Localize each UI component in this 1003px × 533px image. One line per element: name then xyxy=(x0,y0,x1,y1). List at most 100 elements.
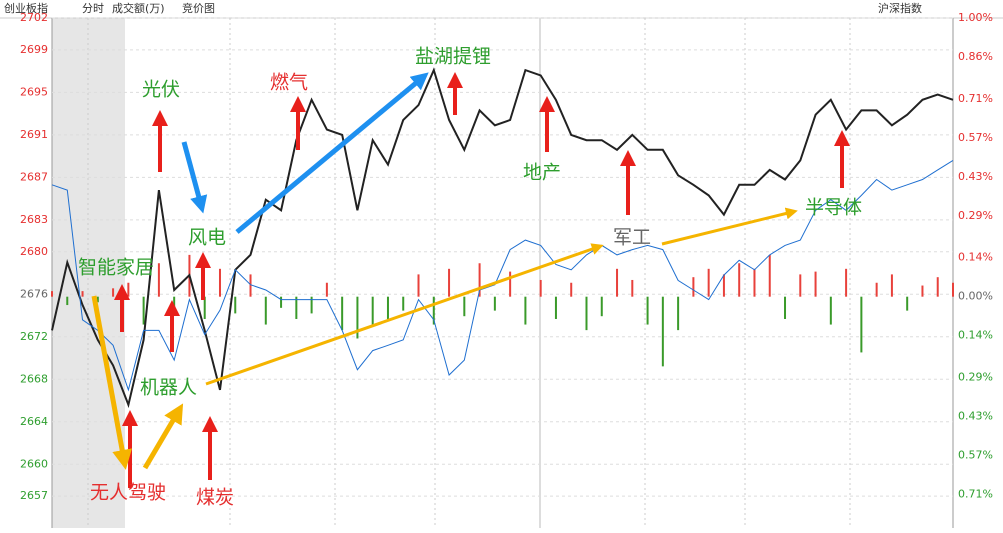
volume-bar xyxy=(753,268,756,297)
volume-bar xyxy=(478,263,481,297)
annotation: 光伏 xyxy=(142,79,180,101)
volume-bar xyxy=(921,285,924,297)
volume-bar xyxy=(600,296,603,317)
volume-bar xyxy=(356,296,359,339)
y2-tick-label: 0.14% xyxy=(958,329,993,342)
y-tick-label: 2668 xyxy=(20,372,48,385)
y-tick-label: 2695 xyxy=(20,85,48,98)
volume-bar xyxy=(96,296,99,303)
y-tick-label: 2702 xyxy=(20,11,48,24)
y2-tick-label: 0.00% xyxy=(958,290,993,303)
volume-bar xyxy=(51,291,53,297)
annotation: 半导体 xyxy=(805,197,862,219)
annotation: 燃气 xyxy=(270,72,308,94)
volume-bar xyxy=(402,296,405,311)
y2-tick-label: 0.29% xyxy=(958,371,993,384)
volume-bar xyxy=(448,268,451,297)
annotation: 风电 xyxy=(188,227,226,249)
volume-bar xyxy=(570,282,573,297)
arrows xyxy=(91,72,850,488)
price-line xyxy=(51,159,954,392)
annotation: 机器人 xyxy=(140,377,197,399)
annotation: 地产 xyxy=(523,162,561,184)
annotation: 无人驾驶 xyxy=(90,482,166,504)
y-tick-label: 2699 xyxy=(20,43,48,56)
volume-bar xyxy=(539,279,542,297)
volume-bar xyxy=(738,263,741,297)
y2-tick-label: 0.57% xyxy=(958,131,993,144)
volume-bar xyxy=(952,282,954,297)
y-tick-label: 2691 xyxy=(20,128,48,141)
volume-bar xyxy=(524,296,527,325)
y-tick-label: 2664 xyxy=(20,415,48,428)
volume-bar xyxy=(677,296,680,331)
y2-tick-label: 1.00% xyxy=(958,11,993,24)
volume-bar xyxy=(784,296,787,319)
volume-bar xyxy=(325,282,328,297)
y2-tick-label: 0.43% xyxy=(958,170,993,183)
volume-bar xyxy=(829,296,832,325)
volume-bar xyxy=(906,296,909,311)
header-item[interactable]: 成交额(万) xyxy=(112,1,165,15)
volume-bar xyxy=(386,296,389,319)
volume-bar xyxy=(860,296,863,353)
volume-bar xyxy=(585,296,588,331)
volume-bar xyxy=(463,296,466,317)
volume-bar xyxy=(203,296,206,319)
y-tick-label: 2657 xyxy=(20,489,48,502)
volume-bar xyxy=(310,296,313,314)
y2-tick-label: 0.29% xyxy=(958,209,993,222)
y2-tick-label: 0.14% xyxy=(958,251,993,264)
volume-bar xyxy=(875,282,878,297)
volume-bar xyxy=(66,296,69,306)
volume-bar xyxy=(890,274,893,297)
volume-bar xyxy=(493,296,496,311)
volume-bar xyxy=(661,296,664,367)
volume-bar xyxy=(845,268,848,297)
y-tick-label: 2672 xyxy=(20,330,48,343)
volume-bar xyxy=(417,274,420,297)
header-item[interactable]: 分时 xyxy=(82,2,104,15)
volume-bar xyxy=(692,277,695,297)
y2-tick-label: 0.57% xyxy=(958,449,993,462)
market-label[interactable]: 沪深指数 xyxy=(878,1,922,15)
index-name: 创业板指 xyxy=(4,1,48,15)
volume-bar xyxy=(341,296,344,331)
price-line xyxy=(51,67,954,409)
volume-bar xyxy=(799,274,802,297)
volume-bar xyxy=(142,296,145,325)
volume-bar xyxy=(707,268,710,297)
y-tick-label: 2676 xyxy=(20,287,48,300)
volume-bar xyxy=(295,296,298,319)
volume-bar xyxy=(616,268,619,297)
volume-bar xyxy=(81,291,84,297)
y2-tick-label: 0.86% xyxy=(958,50,993,63)
volume-bar xyxy=(814,271,817,297)
volume-bar xyxy=(264,296,267,325)
y-tick-label: 2660 xyxy=(20,457,48,470)
plot xyxy=(51,17,954,497)
volume-bar xyxy=(234,296,237,314)
y-tick-label: 2683 xyxy=(20,213,48,226)
header-item[interactable]: 竞价图 xyxy=(182,1,215,15)
volume-bar xyxy=(249,274,252,297)
y2-tick-label: 0.71% xyxy=(958,488,993,501)
volume-bar xyxy=(631,279,634,297)
volume-bar xyxy=(554,296,557,319)
vertical-grid xyxy=(87,18,851,528)
volume-bar xyxy=(112,288,115,297)
volume-bar xyxy=(768,254,771,297)
annotation: 智能家居 xyxy=(78,257,154,279)
volume-bar xyxy=(509,271,512,297)
y2-tick-label: 0.43% xyxy=(958,410,993,423)
volume-bar xyxy=(371,296,374,325)
volume-bar xyxy=(722,274,725,297)
volume-bar xyxy=(280,296,283,308)
volume-bar xyxy=(157,263,160,297)
annotation: 煤炭 xyxy=(196,487,234,509)
volume-bar xyxy=(218,268,221,297)
y2-tick-label: 0.71% xyxy=(958,92,993,105)
volume-bar xyxy=(432,296,435,325)
y-tick-label: 2687 xyxy=(20,170,48,183)
